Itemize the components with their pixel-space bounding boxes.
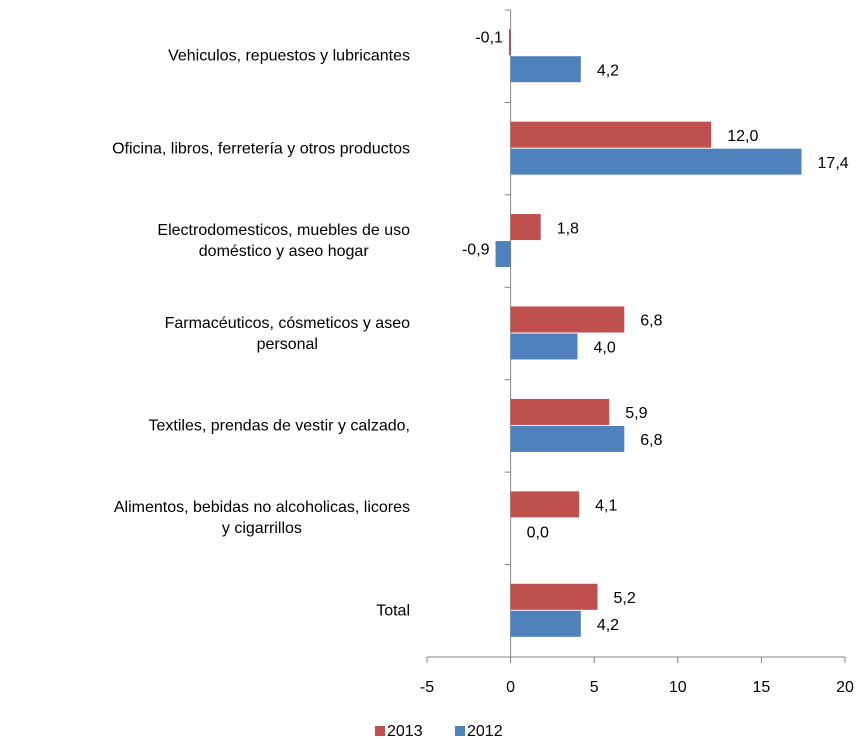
bar: [510, 148, 802, 175]
bar: [510, 398, 610, 425]
bar: [510, 610, 581, 637]
bar: [510, 425, 625, 452]
x-tick-label: 20: [836, 679, 854, 696]
bar: [510, 306, 625, 333]
category-label: Total: [376, 602, 410, 620]
bar: [510, 491, 580, 518]
value-label: -0,9: [462, 241, 490, 258]
legend-label: 2013: [387, 723, 423, 740]
x-tick-label: 15: [753, 679, 771, 696]
value-label: 4,0: [593, 340, 615, 357]
value-label: 5,2: [614, 590, 636, 607]
value-label: -0,1: [475, 29, 503, 46]
x-tick-label: 0: [506, 679, 515, 696]
legend-swatch: [455, 726, 465, 736]
value-label: 0,0: [527, 525, 549, 542]
category-label: Oficina, libros, ferretería y otros prod…: [112, 140, 410, 158]
value-label: 6,8: [640, 432, 662, 449]
category-label: Vehiculos, repuestos y lubricantes: [168, 47, 410, 65]
value-label: 17,4: [818, 155, 849, 172]
bar: [510, 56, 581, 83]
x-tick-label: -5: [420, 679, 434, 696]
value-label: 6,8: [640, 313, 662, 330]
bar: [510, 333, 578, 360]
bar: [495, 241, 511, 268]
x-tick-label: 10: [669, 679, 687, 696]
category-label: Alimentos, bebidas no alcoholicas, licor…: [113, 499, 410, 538]
value-label: 4,1: [595, 498, 617, 515]
category-label: Textiles, prendas de vestir y calzado,: [148, 417, 410, 435]
category-label: Farmacéuticos, cósmeticos y aseo persona…: [164, 314, 410, 353]
bar: [510, 121, 712, 148]
value-label: 4,2: [597, 62, 619, 79]
bar: [508, 29, 511, 56]
value-label: 4,2: [597, 617, 619, 634]
x-tick-label: 5: [590, 679, 599, 696]
legend-label: 2012: [467, 723, 503, 740]
bar: [510, 214, 541, 241]
legend-swatch: [375, 726, 385, 736]
value-label: 5,9: [625, 405, 647, 422]
value-label: 12,0: [727, 128, 758, 145]
value-label: 1,8: [557, 220, 579, 237]
bar: [510, 583, 598, 610]
category-label: Electrodomesticos, muebles de uso domést…: [157, 222, 410, 261]
